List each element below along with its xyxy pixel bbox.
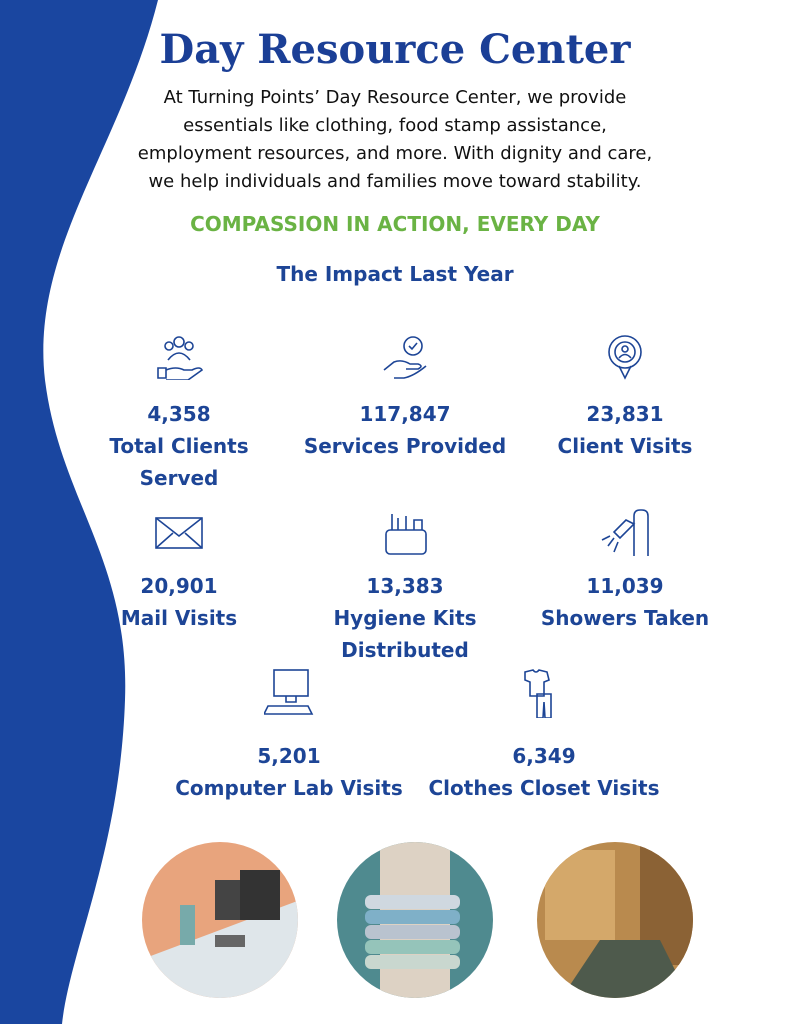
icon <box>385 514 427 555</box>
stat-icon <box>380 508 430 558</box>
stat-label: Showers Taken <box>540 606 710 630</box>
icon <box>608 335 642 380</box>
stat-label: Clothes Closet Visits <box>428 776 660 800</box>
stat-icon <box>519 668 569 719</box>
icon <box>383 336 427 379</box>
stat-value: 5,201 <box>257 744 321 768</box>
wave <box>0 0 158 1024</box>
photo-computer-lab <box>142 842 298 998</box>
description: At Turning Points’ Day Resource Center, … <box>137 87 653 192</box>
icon <box>601 509 649 556</box>
stat-label: Hygiene Kits Distributed <box>333 606 477 662</box>
stat-label: Total Clients Served <box>109 434 249 490</box>
stat-label: Mail Visits <box>120 606 238 630</box>
subtitle: The Impact Last Year <box>276 262 514 286</box>
photo-mailroom <box>537 842 693 998</box>
tagline: COMPASSION IN ACTION, EVERY DAY <box>190 212 600 236</box>
stat-value: 6,349 <box>512 744 576 768</box>
icon <box>157 336 204 381</box>
stat-icon <box>380 330 430 380</box>
photo-clothes <box>337 842 493 998</box>
title: Day Resource Center <box>159 26 631 73</box>
stat-label: Computer Lab Visits <box>175 776 403 800</box>
stat-value: 13,383 <box>366 574 444 598</box>
stat-icon <box>600 330 650 380</box>
stat-value: 4,358 <box>147 402 211 426</box>
stat-value: 117,847 <box>359 402 451 426</box>
stat-value: 23,831 <box>586 402 664 426</box>
icon <box>262 669 314 715</box>
stat-label: Client Visits <box>557 434 693 458</box>
stat-label: Services Provided <box>303 434 507 458</box>
stat-icon <box>154 508 204 558</box>
icon <box>524 669 552 719</box>
stat-icon <box>600 508 650 558</box>
icon <box>155 517 203 549</box>
stat-icon <box>262 668 314 718</box>
stat-value: 20,901 <box>140 574 218 598</box>
stat-value: 11,039 <box>586 574 664 598</box>
stat-icon <box>154 330 204 381</box>
